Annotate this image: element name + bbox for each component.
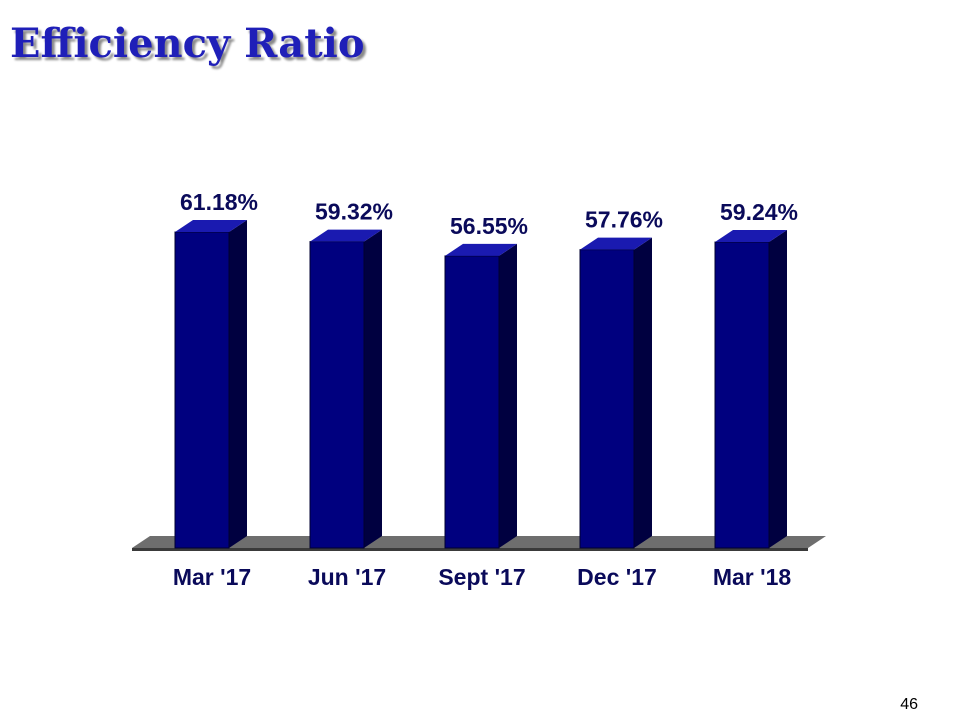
bar-side bbox=[499, 243, 517, 548]
bar-front bbox=[579, 249, 635, 549]
data-label: 57.76% bbox=[585, 207, 663, 233]
bar-side bbox=[634, 237, 652, 548]
category-label: Sept '17 bbox=[438, 564, 525, 590]
bar-top bbox=[310, 229, 382, 242]
bar-front bbox=[714, 241, 770, 549]
bar bbox=[444, 243, 517, 549]
data-label: 59.24% bbox=[720, 199, 798, 225]
bar-front bbox=[309, 241, 365, 549]
category-label: Jun '17 bbox=[308, 564, 386, 590]
bar-front bbox=[444, 255, 500, 549]
bar-group bbox=[174, 220, 787, 549]
bar-top bbox=[580, 237, 652, 250]
bar-top bbox=[715, 230, 787, 243]
bar-side bbox=[364, 229, 382, 548]
page-number: 46 bbox=[900, 696, 918, 713]
category-axis-labels: Mar '17 Jun '17 Sept '17 Dec '17 Mar '18 bbox=[173, 564, 792, 590]
bar-side bbox=[769, 230, 787, 548]
data-label: 56.55% bbox=[450, 213, 528, 239]
bar bbox=[579, 237, 652, 549]
data-label-group: 61.18% 59.32% 56.55% 57.76% 59.24% bbox=[180, 189, 798, 239]
bar-top bbox=[175, 220, 247, 232]
chart-floor-edge bbox=[132, 548, 808, 551]
bar-front bbox=[174, 231, 230, 549]
data-label: 61.18% bbox=[180, 189, 258, 215]
bar-top bbox=[445, 243, 517, 256]
data-label: 59.32% bbox=[315, 199, 393, 225]
slide-title: Efficiency Ratio bbox=[10, 20, 365, 67]
bar-side bbox=[229, 220, 247, 548]
category-label: Mar '17 bbox=[173, 564, 251, 590]
category-label: Dec '17 bbox=[577, 564, 657, 590]
category-label: Mar '18 bbox=[713, 564, 792, 590]
bar bbox=[309, 229, 382, 549]
bar bbox=[714, 230, 787, 549]
bar bbox=[174, 220, 247, 549]
